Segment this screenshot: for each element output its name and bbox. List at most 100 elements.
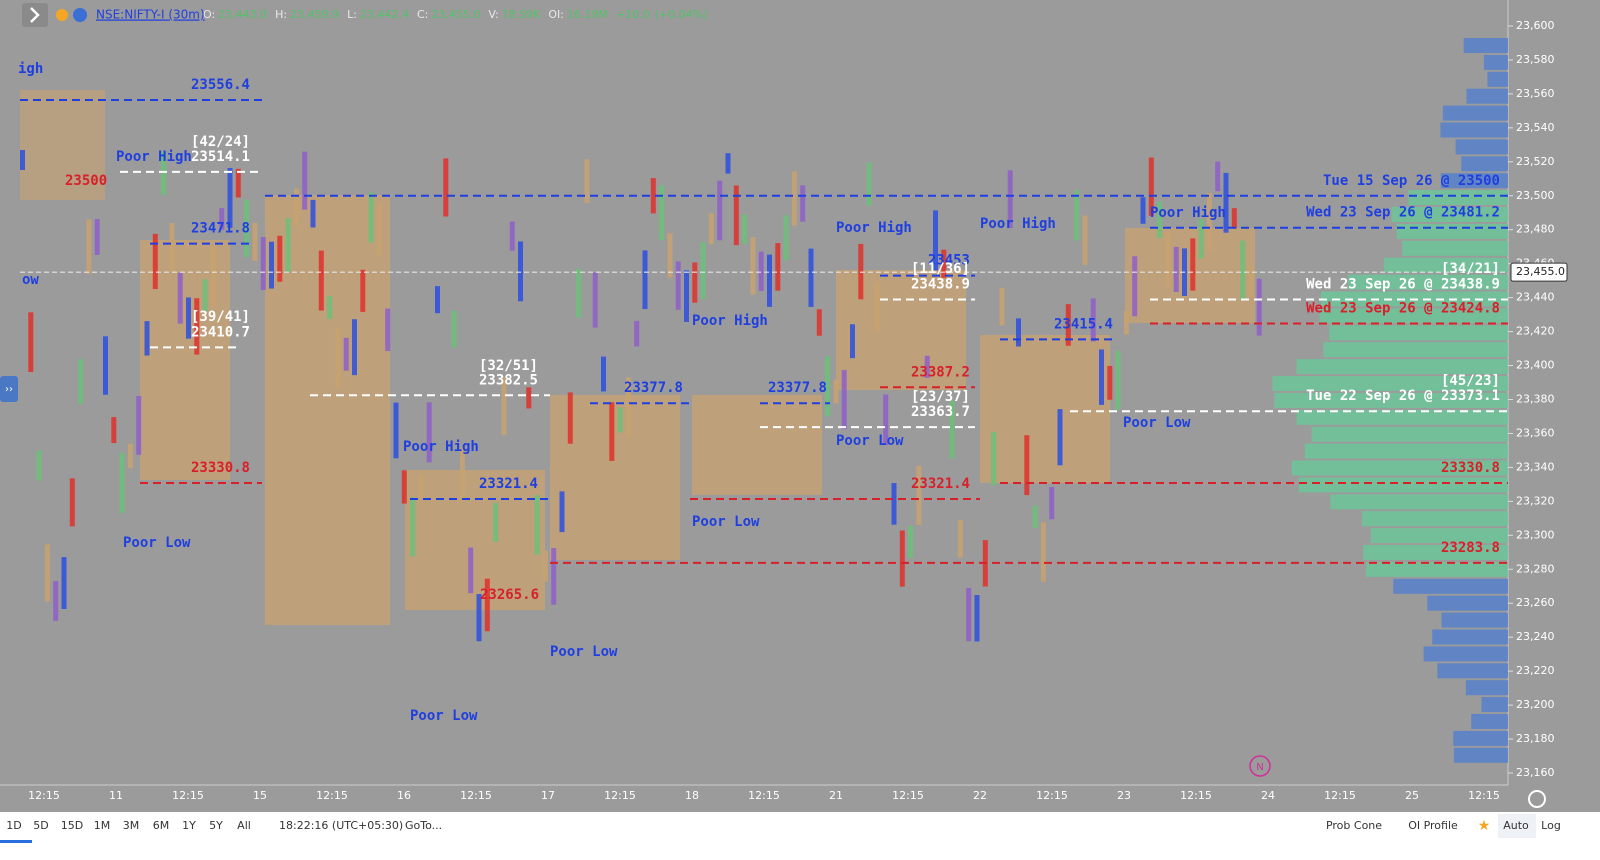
candle-decoration xyxy=(69,478,75,527)
level-label: Tue 15 Sep 26 @ 23500 xyxy=(1323,173,1500,189)
candle-decoration xyxy=(493,502,499,542)
toolbar-button[interactable]: Auto xyxy=(1503,819,1529,832)
range-button[interactable]: 5Y xyxy=(209,819,223,832)
candle-decoration xyxy=(551,548,557,605)
candle-decoration xyxy=(592,272,598,328)
active-indicator xyxy=(0,840,32,843)
candle-decoration xyxy=(816,309,822,336)
time-label: 25 xyxy=(1405,789,1419,802)
candle-decoration xyxy=(874,281,880,331)
toolbar-button[interactable]: OI Profile xyxy=(1408,819,1458,832)
candle-decoration xyxy=(385,308,391,352)
volume-profile-bar xyxy=(1298,477,1508,493)
candle-decoration xyxy=(1157,201,1163,239)
candle-decoration xyxy=(44,544,50,602)
price-tick-label: 23,160 xyxy=(1516,766,1555,779)
volume-profile-bar xyxy=(1296,359,1508,375)
volume-profile-bar xyxy=(1461,156,1508,172)
value-area xyxy=(836,270,966,390)
time-label: 12:15 xyxy=(1180,789,1212,802)
candle-decoration xyxy=(177,272,183,324)
level-label: 23415.4 xyxy=(1054,316,1113,332)
candle-decoration xyxy=(169,222,175,273)
price-tick-label: 23,200 xyxy=(1516,698,1555,711)
candle-decoration xyxy=(1032,505,1038,528)
candle-decoration xyxy=(899,530,905,587)
candle-decoration xyxy=(86,219,92,274)
candle-decoration xyxy=(908,525,914,559)
range-button[interactable]: 15D xyxy=(61,819,83,832)
range-button[interactable]: 1Y xyxy=(182,819,196,832)
price-tick-label: 23,580 xyxy=(1516,53,1555,66)
toolbar-button[interactable]: Prob Cone xyxy=(1326,819,1382,832)
price-tick-label: 23,560 xyxy=(1516,87,1555,100)
value-area xyxy=(980,335,1110,483)
range-button[interactable]: All xyxy=(237,819,251,832)
field-label: V: xyxy=(488,8,498,21)
candle-decoration xyxy=(302,151,308,210)
candle-decoration xyxy=(152,233,158,290)
annotation: ow xyxy=(22,272,39,288)
range-button[interactable]: 1M xyxy=(94,819,111,832)
star-icon[interactable]: ★ xyxy=(1478,818,1491,834)
candle-decoration xyxy=(675,261,681,310)
field-value: 16.19M xyxy=(567,8,608,21)
candle-decoration xyxy=(343,337,349,371)
level-label: Wed 23 Sep 26 @ 23481.2 xyxy=(1306,205,1500,221)
candle-decoration xyxy=(1231,208,1237,229)
candle-decoration xyxy=(1049,487,1055,520)
candle-decoration xyxy=(825,356,831,417)
annotation: [11/36] xyxy=(911,261,970,277)
symbol[interactable]: NSE:NIFTY-I (30m) xyxy=(96,8,205,22)
candle-decoration xyxy=(426,402,432,463)
goto-button[interactable]: GoTo... xyxy=(405,819,442,832)
menu-button[interactable] xyxy=(22,3,48,27)
volume-profile-bar xyxy=(1465,680,1508,696)
settings-button[interactable] xyxy=(1528,790,1546,808)
news-marker[interactable] xyxy=(1249,755,1271,777)
volume-profile-bar xyxy=(1291,460,1508,476)
time-label: 12:15 xyxy=(172,789,204,802)
range-button[interactable]: 3M xyxy=(123,819,140,832)
candle-decoration xyxy=(841,370,847,430)
sidebar-toggle[interactable] xyxy=(0,376,18,402)
candle-decoration xyxy=(210,247,216,307)
value-area xyxy=(265,195,390,625)
candle-decoration xyxy=(650,178,656,214)
candle-decoration xyxy=(202,279,208,312)
candle-decoration xyxy=(933,210,938,271)
level-label: 23471.8 xyxy=(191,221,250,237)
level-label: Wed 23 Sep 26 @ 23438.9 xyxy=(1306,277,1500,293)
time-label: 12:15 xyxy=(1036,789,1068,802)
level-label: Wed 23 Sep 26 @ 23424.8 xyxy=(1306,300,1500,316)
candle-decoration xyxy=(360,269,366,312)
candle-decoration xyxy=(235,168,241,198)
candle-decoration xyxy=(327,296,333,319)
candle-decoration xyxy=(742,214,748,244)
level-label: 23514.1 xyxy=(191,149,250,165)
level-label: 23330.8 xyxy=(191,460,250,476)
candle-decoration xyxy=(393,402,399,459)
range-button[interactable]: 1D xyxy=(6,819,21,832)
candle-decoration xyxy=(891,483,897,525)
level-label: 23387.2 xyxy=(911,364,970,380)
range-button[interactable]: 6M xyxy=(153,819,170,832)
candle-decoration xyxy=(576,268,582,318)
change-percent: (+0.04%) xyxy=(655,8,708,21)
price-tick-label: 23,380 xyxy=(1516,393,1555,406)
candle-decoration xyxy=(119,453,125,514)
time-label: 12:15 xyxy=(748,789,780,802)
candle-decoration xyxy=(684,270,689,322)
toolbar-button[interactable]: Log xyxy=(1541,819,1561,832)
range-button[interactable]: 5D xyxy=(33,819,48,832)
volume-profile-bar xyxy=(1463,38,1508,53)
annotation: Poor High xyxy=(116,149,192,165)
candle-decoration xyxy=(808,248,814,307)
candle-decoration xyxy=(1165,231,1171,286)
volume-profile-bar xyxy=(1330,494,1508,510)
candle-decoration xyxy=(194,298,200,355)
candle-decoration xyxy=(476,594,482,642)
candle-decoration xyxy=(144,321,150,356)
candle-decoration xyxy=(974,595,980,642)
